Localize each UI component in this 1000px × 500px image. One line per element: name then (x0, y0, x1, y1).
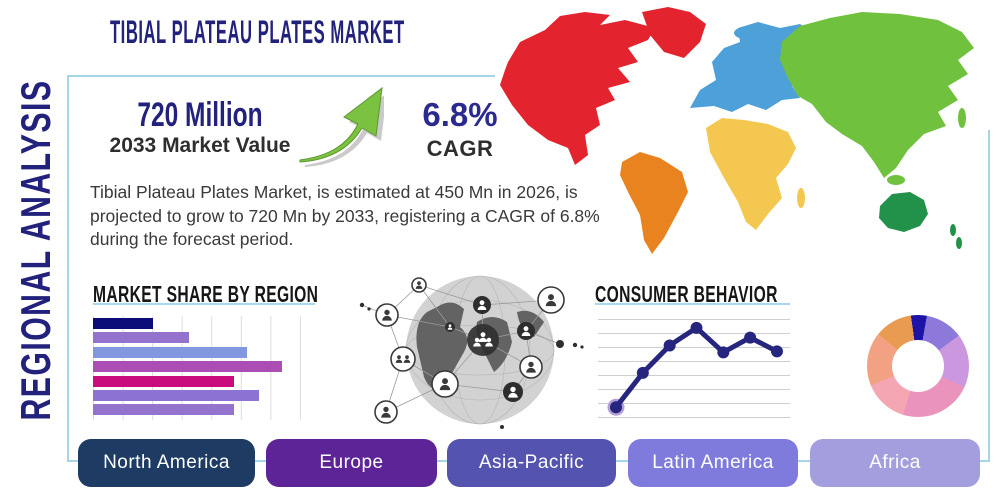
cagr-caption: CAGR (426, 136, 494, 161)
map-africa (706, 118, 796, 230)
map-madagascar (797, 188, 805, 208)
network-node-icon (503, 382, 523, 402)
market-value-caption: 2033 Market Value (109, 134, 291, 157)
market-share-bar-chart (93, 316, 301, 420)
map-australia (879, 192, 928, 232)
map-asia (780, 12, 974, 178)
network-node-icon (390, 346, 416, 372)
map-southeast-asia-islands (887, 175, 905, 185)
page-title: TIBIAL PLATEAU PLATES MARKET (110, 14, 405, 50)
line-point-2 (636, 366, 649, 379)
bar-chart-title-underline (93, 303, 315, 305)
map-greenland (642, 7, 706, 58)
region-button-europe[interactable]: Europe (266, 439, 437, 487)
region-button-africa[interactable]: Africa (810, 439, 980, 487)
line-point-5 (717, 346, 730, 359)
panel-border-left (67, 75, 69, 462)
bar-chart-title: MARKET SHARE BY REGION (93, 281, 319, 307)
network-node-icon (411, 277, 427, 293)
bar-segment-4 (93, 361, 283, 373)
bar-segment-2 (93, 332, 189, 344)
line-point-7 (770, 345, 783, 358)
line-chart-title-underline (595, 303, 790, 305)
map-north-america (500, 12, 655, 165)
panel-border-right (988, 130, 990, 462)
world-map (500, 7, 974, 254)
side-label-regional-analysis: REGIONAL ANALYSIS (12, 79, 59, 421)
growth-arrow-icon (296, 84, 387, 170)
network-node-icon (537, 286, 565, 314)
line-point-6 (744, 331, 757, 344)
bar-segment-1 (93, 318, 154, 329)
network-node-icon (431, 370, 459, 398)
map-iceland (734, 27, 758, 39)
network-node-icon (517, 322, 535, 340)
network-node-icon (374, 400, 398, 424)
market-description: Tibial Plateau Plates Market, is estimat… (90, 182, 600, 249)
bar-segment-6 (93, 389, 260, 401)
market-value-stat: 720 Million (137, 96, 263, 134)
region-button-north-america[interactable]: North America (78, 439, 255, 487)
bar-segment-3 (93, 346, 247, 358)
network-node-icon (375, 303, 399, 327)
globe-network-graphic (359, 275, 584, 429)
donut-hole (892, 340, 944, 392)
globe-continent (416, 302, 468, 389)
network-node-icon (445, 322, 455, 332)
line-point-3 (663, 339, 676, 352)
line-chart-title: CONSUMER BEHAVIOR (595, 281, 778, 307)
map-new-zealand (950, 224, 956, 236)
consumer-behavior-line-chart (598, 312, 790, 424)
cagr-stat: 6.8% (422, 96, 498, 133)
line-point-4 (690, 321, 703, 334)
map-south-america (620, 152, 688, 254)
map-new-zealand-south (956, 237, 962, 249)
regional-donut-chart (867, 315, 969, 417)
panel-border-top (67, 75, 495, 77)
bar-segment-7 (93, 404, 235, 416)
line-point-1 (610, 401, 622, 414)
network-node-icon (519, 355, 543, 379)
network-node-icon (467, 324, 499, 356)
map-japan (958, 108, 966, 128)
region-button-latin-america[interactable]: Latin America (628, 439, 798, 487)
network-node-icon (473, 296, 491, 314)
bar-segment-5 (93, 375, 235, 387)
region-button-asia-pacific[interactable]: Asia-Pacific (447, 439, 616, 487)
